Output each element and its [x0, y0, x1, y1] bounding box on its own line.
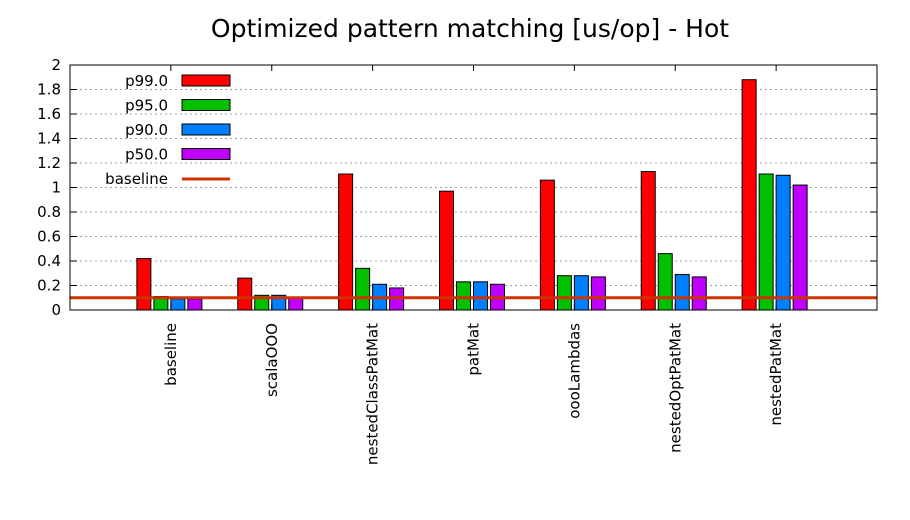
bar-p99-0-nestedPatMat	[741, 79, 757, 311]
x-tick-label: nestedPatMat	[767, 323, 785, 426]
chart-title: Optimized pattern matching [us/op] - Hot	[211, 14, 729, 43]
x-axis: baseline scalaOOO nestedClassPatMat patMat o…	[162, 65, 785, 465]
legend-label: p99.0	[125, 72, 168, 90]
bar-p95-0-nestedPatMat	[758, 173, 774, 311]
bar-p90-0-nestedOptPatMat	[674, 273, 690, 311]
bar-p95-0-nestedOptPatMat	[657, 253, 673, 311]
legend-label: baseline	[105, 170, 168, 188]
x-tick-label: scalaOOO	[263, 323, 281, 397]
x-tick-label: nestedOptPatMat	[666, 323, 684, 453]
y-tick-label: 1.8	[37, 81, 61, 99]
x-tick-label: patMat	[465, 323, 483, 376]
bar-p50-0-scalaOOO	[288, 297, 304, 311]
legend-swatch	[181, 74, 231, 87]
bar-p95-0-nestedClassPatMat	[355, 267, 371, 311]
bar-p99-0-patMat	[439, 190, 454, 311]
legend-swatch	[181, 99, 231, 111]
bar-p90-0-patMat	[473, 281, 488, 311]
legend-label: p50.0	[125, 146, 168, 164]
y-tick-label: 1.4	[37, 130, 61, 148]
bar-p50-0-oooLambdas	[590, 276, 606, 311]
bar-p90-0-nestedPatMat	[775, 174, 791, 311]
bar-p99-0-nestedClassPatMat	[338, 173, 354, 311]
legend-swatch	[181, 123, 231, 136]
y-tick-label: 0	[51, 301, 61, 319]
bar-p99-0-baseline	[136, 258, 152, 311]
legend-label: p90.0	[125, 121, 168, 139]
bar-p50-0-nestedOptPatMat	[691, 276, 707, 311]
bar-p99-0-oooLambdas	[539, 179, 555, 311]
bar-p99-0-scalaOOO	[237, 277, 253, 311]
legend: p99.0 p95.0 p90.0 p50.0 baseline	[105, 72, 231, 188]
y-tick-label: 0.4	[37, 252, 61, 270]
y-tick-label: 2	[51, 56, 61, 74]
bar-p50-0-nestedPatMat	[792, 184, 808, 311]
legend-swatch	[181, 148, 231, 160]
bar-p95-0-patMat	[456, 281, 471, 311]
y-tick-label: 0.8	[37, 203, 61, 221]
y-tick-label: 0.6	[37, 228, 61, 246]
y-tick-label: 0.2	[37, 277, 61, 295]
bar-p99-0-nestedOptPatMat	[640, 171, 656, 311]
legend-label: p95.0	[125, 97, 168, 115]
bar-p90-0-oooLambdas	[573, 275, 589, 311]
x-tick-label: nestedClassPatMat	[364, 323, 382, 465]
x-tick-label: baseline	[162, 323, 180, 386]
y-tick-label: 1.2	[37, 154, 61, 172]
plot-frame	[69, 64, 878, 311]
bar-p90-0-baseline	[170, 298, 186, 311]
y-tick-label: 1.6	[37, 105, 61, 123]
y-axis: 0 0.2 0.4 0.6 0.8 1 1.2 1.4 1.6 1.8 2	[37, 56, 877, 319]
y-tick-label: 1	[51, 179, 61, 197]
bar-p50-0-baseline	[187, 298, 203, 311]
x-tick-label: oooLambdas	[565, 323, 583, 419]
bar-p95-0-oooLambdas	[556, 275, 572, 311]
